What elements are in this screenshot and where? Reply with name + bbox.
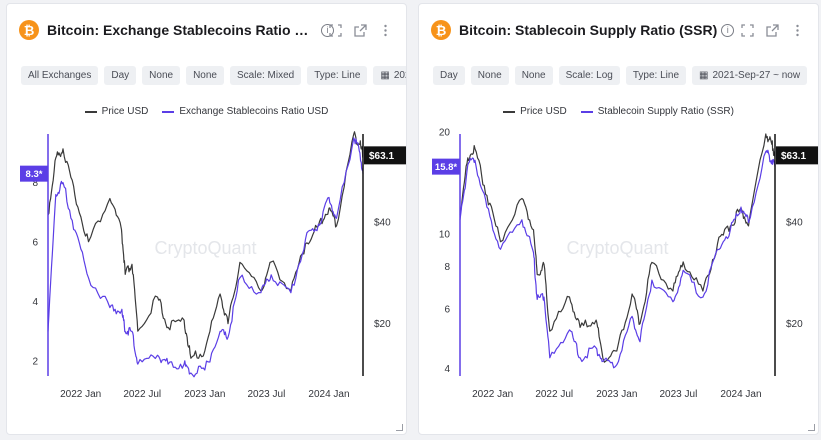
chart-card-exchange-stablecoins-ratio: ₿ Bitcoin: Exchange Stablecoins Ratio US… [6,3,407,435]
legend-label-price: Price USD [101,106,149,117]
y-left-tick-label: 4 [444,364,450,375]
resize-handle[interactable] [808,424,815,431]
y-left-tick-label: 6 [32,238,38,249]
card-header: ₿ Bitcoin: Stablecoin Supply Ratio (SSR)… [431,18,810,42]
compare-chip[interactable]: None [186,66,224,85]
moving-average-chip[interactable]: None [142,66,181,85]
y-left-tick-label: 2 [32,357,38,368]
chart-plot-area[interactable]: CryptoQuant 8 6 4 2 $40 $20 2022 Jan 2022 Jul 202… [7,4,406,434]
legend-item-price[interactable]: Price USD [84,106,149,117]
scale-chip[interactable]: Scale: Mixed [229,66,302,85]
chart-plot-area[interactable]: CryptoQuant 20 10 8 6 4 $40 $20 2022 Jan 2022 Jul… [419,4,818,434]
date-range-label: 2021-Sep-27 ~ now [712,70,801,81]
legend-label-ratio: Stablecoin Supply Ratio (SSR) [597,106,734,117]
legend-swatch-price [84,110,97,113]
legend-label-ratio: Exchange Stablecoins Ratio USD [179,106,329,117]
date-range-label: 2021-S [393,70,406,81]
filter-chips: Day None None Scale: Log Type: Line ▦ 202… [433,66,808,85]
bitcoin-icon: ₿ [19,20,39,40]
exchange-filter-chip[interactable]: All Exchanges [21,66,99,85]
compare-chip[interactable]: None [514,66,553,85]
more-options-icon[interactable] [379,24,392,37]
resize-handle[interactable] [396,424,403,431]
open-external-icon[interactable] [354,23,367,37]
chart-legend: Price USD Exchange Stablecoins Ratio USD [7,106,406,117]
x-tick-label: 2024 Jan [308,389,349,400]
x-tick-label: 2023 Jan [184,389,225,400]
date-range-chip[interactable]: ▦ 2021-Sep-27 ~ now [692,66,808,85]
bitcoin-icon: ₿ [431,20,451,40]
legend-item-ratio[interactable]: Exchange Stablecoins Ratio USD [162,106,328,117]
y-right-tick-label: $40 [374,218,391,229]
y-right-tick-label: $40 [786,218,803,229]
y-left-tick-label: 6 [444,304,450,315]
legend-swatch-ratio [162,110,175,113]
legend-swatch-price [503,110,516,113]
price-tag [776,146,818,165]
series-line-ratio [459,149,776,369]
card-header: ₿ Bitcoin: Exchange Stablecoins Ratio US… [19,18,398,42]
interval-chip[interactable]: Day [433,66,465,85]
x-tick-label: 2023 Jul [659,389,697,400]
watermark: CryptoQuant [154,238,256,258]
fullscreen-icon[interactable] [329,23,342,37]
filter-chips: All Exchanges Day None None Scale: Mixed… [21,66,406,85]
x-tick-label: 2024 Jan [720,389,761,400]
open-external-icon[interactable] [766,23,779,37]
x-tick-label: 2023 Jan [596,389,637,400]
more-options-icon[interactable] [791,24,804,37]
scale-chip[interactable]: Scale: Log [558,66,620,85]
current-value-label: 8.3* [26,169,43,180]
x-tick-label: 2022 Jul [123,389,161,400]
legend-item-ratio[interactable]: Stablecoin Supply Ratio (SSR) [580,106,734,117]
chart-type-chip[interactable]: Type: Line [307,66,368,85]
y-right-tick-label: $20 [374,319,391,330]
info-icon[interactable]: i [321,23,334,37]
y-left-tick-label: 4 [32,297,38,308]
x-tick-label: 2023 Jul [247,389,285,400]
chart-legend: Price USD Stablecoin Supply Ratio (SSR) [419,106,818,117]
price-tag-label: $63.1 [781,151,806,162]
series-line-ratio [47,137,364,378]
calendar-icon: ▦ [699,70,709,81]
y-left-tick-label: 20 [439,128,451,139]
chart-card-stablecoin-supply-ratio: ₿ Bitcoin: Stablecoin Supply Ratio (SSR)… [418,3,819,435]
x-tick-label: 2022 Jan [472,389,513,400]
legend-item-price[interactable]: Price USD [503,106,567,117]
price-tag-label: $63.1 [369,151,394,162]
x-tick-label: 2022 Jan [60,389,101,400]
current-value-tag [20,165,48,182]
x-tick-label: 2022 Jul [535,389,573,400]
price-tag [364,146,406,165]
fullscreen-icon[interactable] [741,23,754,37]
date-range-chip[interactable]: ▦2021-S [373,66,406,85]
current-value-tag [432,158,460,175]
moving-average-chip[interactable]: None [470,66,509,85]
watermark: CryptoQuant [566,238,668,258]
y-left-tick-label: 10 [439,229,451,240]
calendar-icon: ▦ [380,70,390,81]
y-left-tick-label: 8 [32,178,38,189]
current-value-label: 15.8* [435,162,457,173]
y-left-tick-label: 8 [444,262,450,273]
chart-type-chip[interactable]: Type: Line [625,66,687,85]
y-right-tick-label: $20 [786,319,803,330]
series-line-price [47,131,364,359]
info-icon[interactable]: i [721,23,735,37]
legend-swatch-ratio [580,110,593,113]
interval-chip[interactable]: Day [104,66,137,85]
legend-label-price: Price USD [520,106,567,117]
